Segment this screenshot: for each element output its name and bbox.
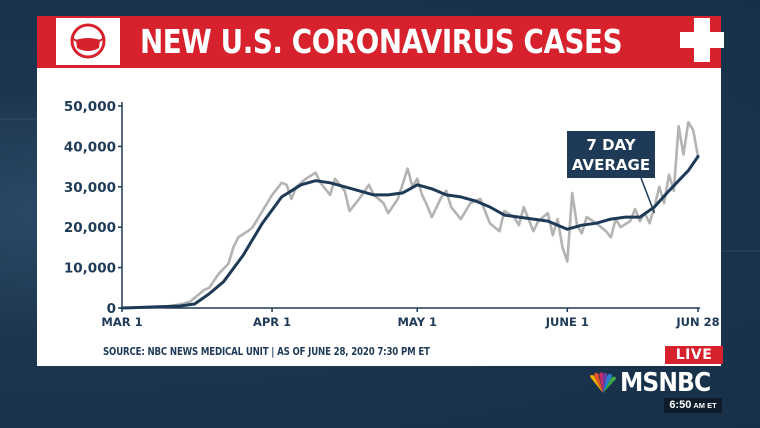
chart: 0 10,000 20,000 30,000 40,000 50,000 MAR 1 APR… [64, 99, 720, 329]
x-tick-label: MAY 1 [397, 315, 437, 329]
annotation-label: AVERAGE [572, 156, 650, 174]
x-tick-label: JUN 28 [675, 315, 719, 329]
chart-title: NEW U.S. CORONAVIRUS CASES [140, 22, 623, 61]
network-name: MSNBC [620, 368, 711, 398]
title-bar [37, 16, 721, 68]
clock-ampm: AM ET [693, 401, 717, 410]
y-tick-label: 10,000 [64, 261, 116, 277]
clock-time: 6:50 [669, 399, 692, 411]
live-badge: LIVE [665, 346, 723, 364]
y-tick-label: 40,000 [64, 139, 116, 155]
chart-panel: 0 10,000 20,000 30,000 40,000 50,000 MAR 1 APR… [37, 68, 721, 366]
background-line [0, 118, 37, 120]
x-tick-label: JUNE 1 [545, 315, 589, 329]
face-mask-icon [56, 18, 120, 65]
broadcast-clock: 6:50 AM ET [664, 398, 722, 413]
annotation-label: 7 DAY [586, 136, 636, 154]
background-line [721, 250, 760, 252]
y-tick-label: 30,000 [64, 180, 116, 196]
medical-cross-icon [676, 14, 728, 66]
network-logo: MSNBC [586, 368, 720, 398]
x-tick-label: APR 1 [253, 315, 291, 329]
average-line [120, 155, 700, 310]
x-tick-label: MAR 1 [101, 315, 142, 329]
peacock-logo-icon [590, 372, 616, 393]
y-tick-label: 0 [107, 301, 116, 317]
annotation-box [567, 131, 655, 178]
y-tick-label: 20,000 [64, 220, 116, 236]
source-note: SOURCE: NBC NEWS MEDICAL UNIT | AS OF JU… [103, 346, 430, 358]
annotation-pointer [640, 177, 656, 214]
y-tick-label: 50,000 [64, 99, 116, 115]
